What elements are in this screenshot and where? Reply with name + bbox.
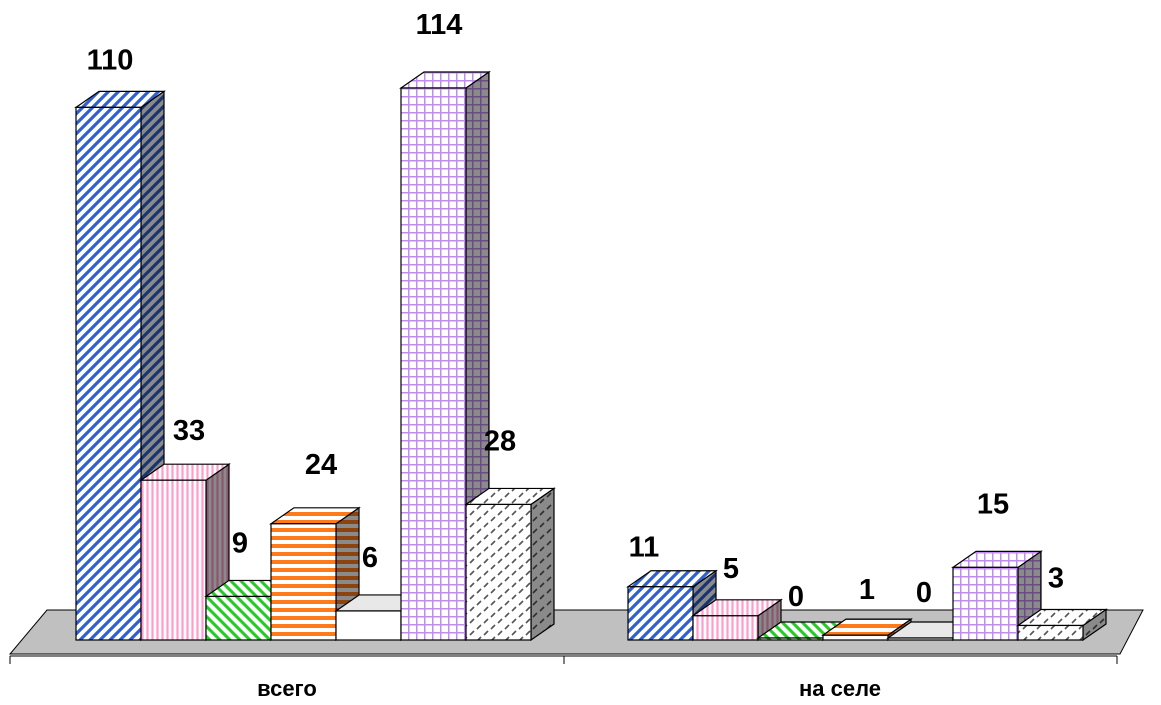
data-label: 110 (87, 44, 134, 76)
bar-front (692, 615, 759, 641)
bar-front (887, 637, 954, 641)
x-tick-label: всего (257, 676, 317, 700)
bar-front (140, 479, 207, 641)
bar (691, 598, 783, 642)
bar-front (75, 106, 142, 641)
bar-side (530, 487, 555, 642)
data-label: 114 (416, 9, 463, 41)
data-label: 0 (916, 577, 932, 609)
data-label: 1 (859, 574, 875, 606)
data-label: 24 (305, 449, 337, 481)
bar-front (952, 566, 1019, 641)
data-label: 5 (723, 553, 739, 585)
data-label: 3 (1048, 562, 1064, 594)
data-label: 33 (173, 415, 205, 447)
bar-front (822, 634, 889, 641)
data-labels: 110 33 9 24 6 114 28 11 5 0 1 0 15 3 (87, 9, 1064, 613)
data-label: 11 (629, 532, 660, 564)
data-label: 28 (484, 425, 516, 457)
bar-front (270, 523, 337, 641)
bar-front (1017, 624, 1084, 641)
data-label: 9 (232, 527, 248, 559)
bar-front (627, 586, 694, 641)
bar (399, 70, 491, 642)
bar (1016, 608, 1108, 642)
bar-front (205, 595, 272, 641)
bar (74, 90, 166, 642)
data-label: 0 (788, 581, 804, 613)
data-label: 6 (362, 542, 378, 574)
bar-front (465, 503, 532, 641)
x-axis: всего на селе (9, 655, 1118, 701)
bar (464, 487, 556, 642)
bar-front (400, 87, 467, 641)
x-tick-label: на селе (799, 676, 881, 700)
data-label: 15 (977, 488, 1009, 520)
bar-front (757, 637, 824, 641)
bar-front (335, 610, 402, 641)
bars (74, 70, 1108, 642)
